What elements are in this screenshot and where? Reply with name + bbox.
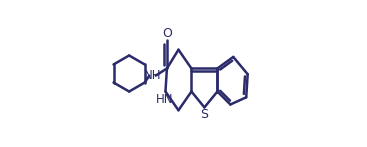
Text: NH: NH (144, 69, 161, 82)
Text: S: S (200, 108, 208, 121)
Text: HN: HN (156, 93, 174, 106)
Text: O: O (162, 27, 172, 40)
